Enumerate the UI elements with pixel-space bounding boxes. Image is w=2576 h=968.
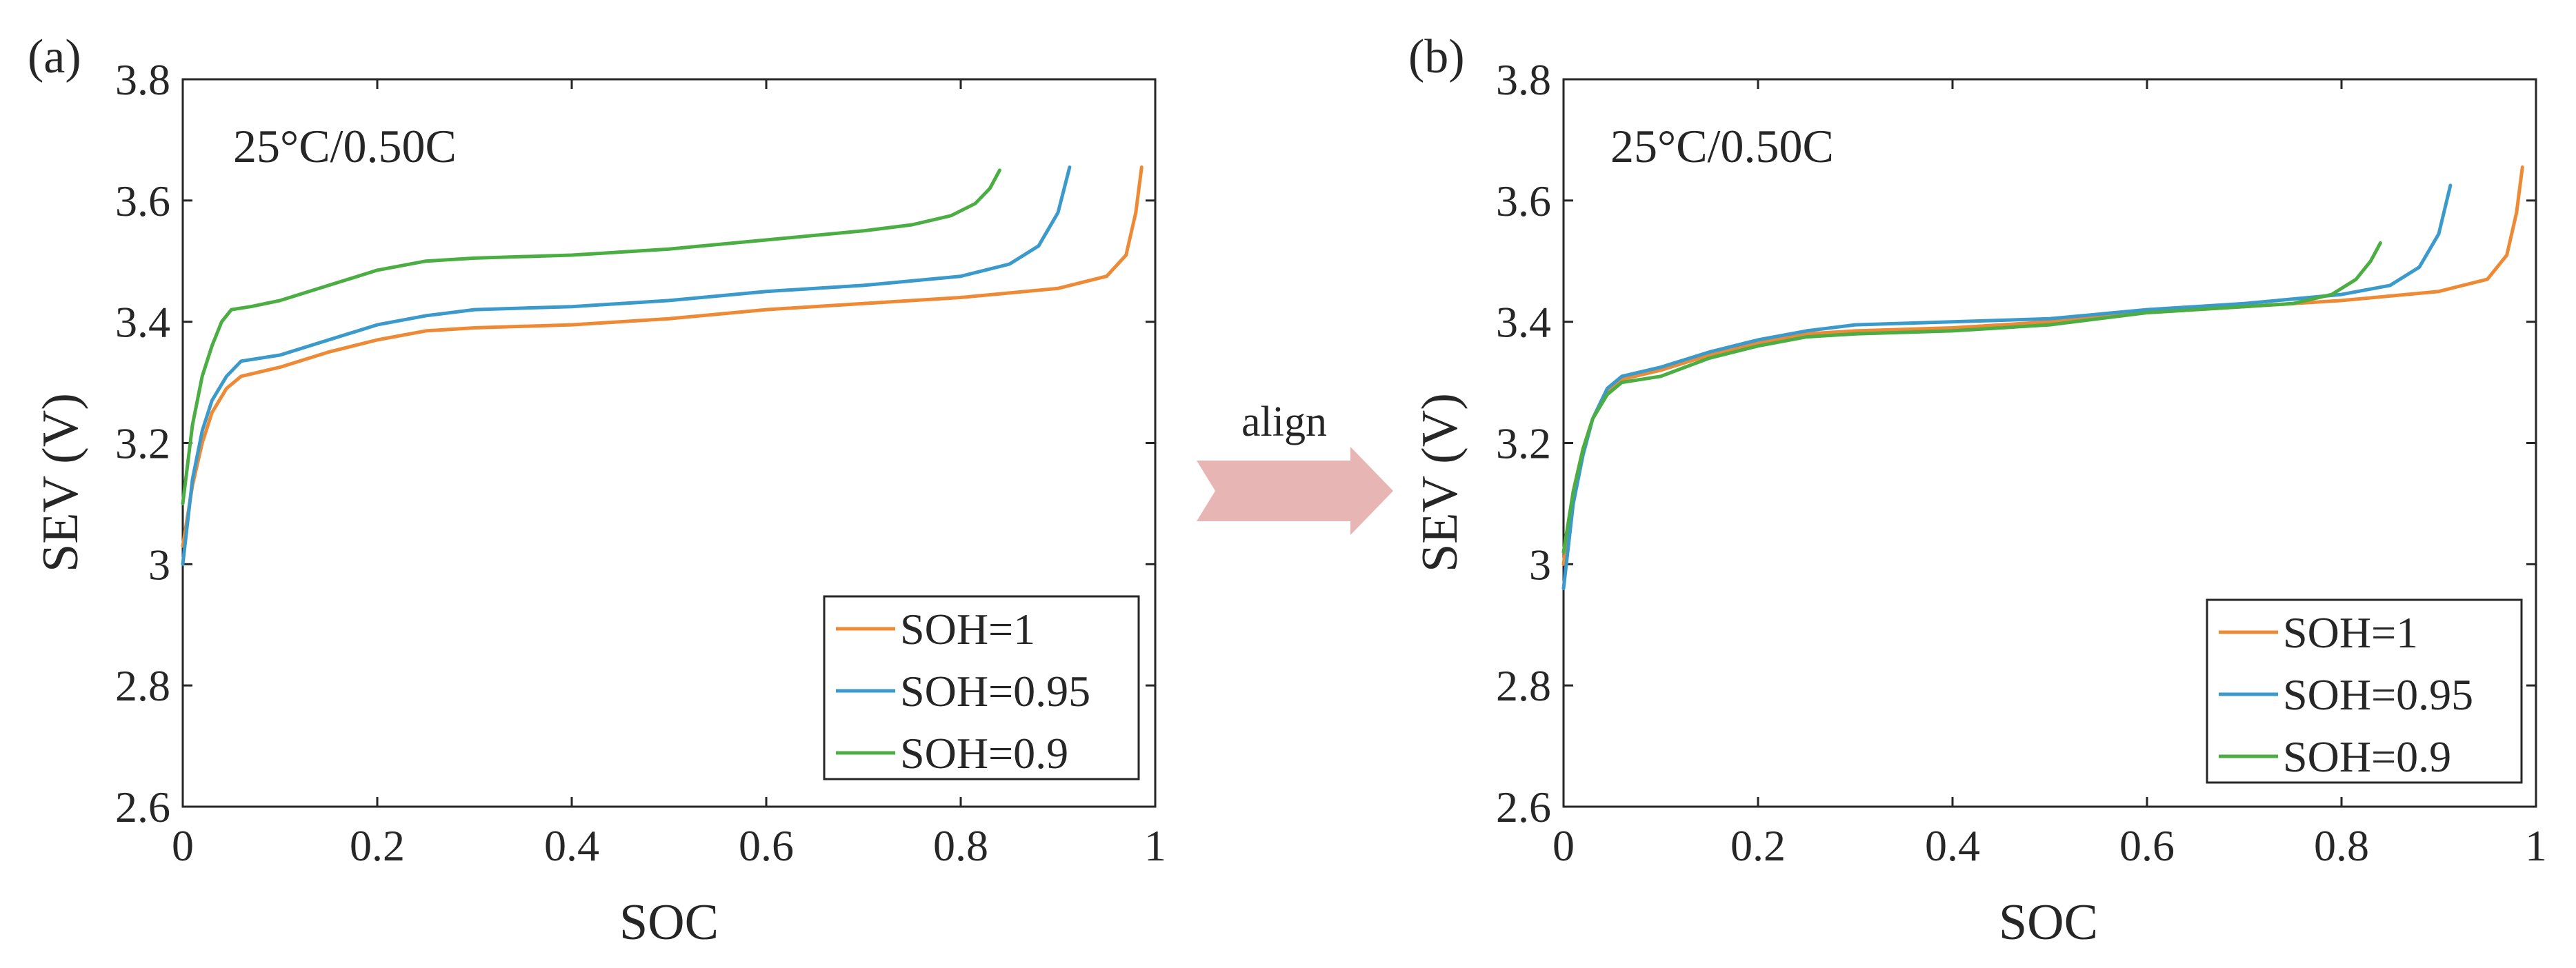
panel-b-y-tick-label: 2.6 bbox=[1496, 783, 1551, 831]
panel-b-legend-label-soh1: SOH=1 bbox=[2283, 608, 2418, 657]
panel-b-x-tick-label: 0.8 bbox=[2314, 821, 2369, 870]
panel-a-y-tick-label: 3.4 bbox=[115, 298, 170, 347]
panel-a-x-tick-label: 0.2 bbox=[350, 821, 405, 870]
panel-b-series-soh-0-9 bbox=[1561, 241, 2382, 554]
panel-a-legend: SOH=1 SOH=0.95 SOH=0.9 bbox=[823, 595, 1140, 780]
panel-b-series-soh-0-95 bbox=[1561, 183, 2453, 590]
panel-a-x-tick-label: 0.4 bbox=[544, 821, 599, 870]
panel-a-series-soh-1 bbox=[181, 165, 1144, 548]
panel-a-y-axis-label: SEV (V) bbox=[32, 393, 89, 572]
panel-a-x-tick-label: 0.6 bbox=[739, 821, 794, 870]
panel-b-plot: 0 0.2 0.4 0.6 0.8 1 2.6 2.8 3 3.2 3.4 3.6 3.8 bbox=[1496, 55, 2547, 870]
panel-b-x-tick-label: 0.4 bbox=[1925, 821, 1980, 870]
panel-a-series-soh-0-95 bbox=[181, 165, 1072, 566]
align-arrow-icon bbox=[1197, 447, 1393, 535]
panel-a-label: (a) bbox=[28, 30, 81, 83]
panel-b-y-axis-label: SEV (V) bbox=[1412, 393, 1468, 572]
panel-b: (b) 0 0.2 0.4 0.6 0.8 1 2.6 2.8 3 3.2 3.4 3.6 3.8 25… bbox=[1408, 30, 2547, 951]
panel-a-x-tick-label: 1 bbox=[1144, 821, 1166, 870]
panel-b-legend: SOH=1 SOH=0.95 SOH=0.9 bbox=[2206, 598, 2523, 784]
panel-a-y-tick-label: 2.8 bbox=[115, 661, 170, 710]
panel-b-legend-box bbox=[2206, 598, 2523, 784]
panel-b-series-soh-1 bbox=[1561, 165, 2524, 566]
panel-a-y-tick-label: 3.8 bbox=[115, 55, 170, 104]
panel-b-x-tick-label: 0.6 bbox=[2119, 821, 2175, 870]
panel-a-x-tick-label: 0.8 bbox=[933, 821, 988, 870]
align-label: align bbox=[1241, 399, 1327, 445]
panel-b-x-tick-label: 0 bbox=[1552, 821, 1575, 870]
panel-a-legend-label-soh09: SOH=0.9 bbox=[900, 729, 1068, 778]
panel-b-y-tick-label: 3 bbox=[1529, 540, 1551, 589]
panel-b-legend-label-soh095: SOH=0.95 bbox=[2283, 670, 2473, 719]
panel-b-x-tick-label: 0.2 bbox=[1730, 821, 1786, 870]
panel-b-y-tick-label: 3.4 bbox=[1496, 298, 1551, 347]
panel-a-x-tick-label: 0 bbox=[172, 821, 194, 870]
panel-a-y-tick-label: 2.6 bbox=[115, 783, 170, 831]
panel-b-condition-annotation: 25°C/0.50C bbox=[1610, 120, 1834, 172]
panel-a-legend-box bbox=[823, 595, 1140, 780]
panel-a-condition-annotation: 25°C/0.50C bbox=[233, 120, 457, 172]
panel-b-x-axis-label: SOC bbox=[1999, 894, 2098, 951]
panel-b-y-tick-label: 3.8 bbox=[1496, 55, 1551, 104]
panel-b-y-tick-label: 3.2 bbox=[1496, 419, 1551, 468]
panel-a-series-soh-0-9 bbox=[181, 168, 1001, 505]
panel-a-legend-label-soh095: SOH=0.95 bbox=[900, 667, 1090, 716]
panel-a-y-tick-label: 3.6 bbox=[115, 177, 170, 225]
panel-b-y-tick-label: 2.8 bbox=[1496, 661, 1551, 710]
align-arrow-group: align bbox=[1197, 399, 1393, 535]
panel-a-y-tick-label: 3 bbox=[148, 540, 170, 589]
panel-b-x-tick-label: 1 bbox=[2525, 821, 2547, 870]
panel-a-legend-label-soh1: SOH=1 bbox=[900, 605, 1035, 654]
panel-b-y-tick-label: 3.6 bbox=[1496, 177, 1551, 225]
panel-b-legend-label-soh09: SOH=0.9 bbox=[2283, 732, 2451, 781]
panel-a-y-tick-label: 3.2 bbox=[115, 419, 170, 468]
panel-a-plot: 0 0.2 0.4 0.6 0.8 1 2.6 2.8 3 3.2 3.4 3.6 3.8 bbox=[115, 55, 1166, 870]
panel-a-x-axis-label: SOC bbox=[619, 894, 719, 951]
panel-b-label: (b) bbox=[1408, 30, 1465, 83]
panel-a: (a) 0 0.2 0.4 0.6 0.8 1 2.6 2.8 3 3.2 3.4 3.6 3.8 25… bbox=[28, 30, 1166, 951]
